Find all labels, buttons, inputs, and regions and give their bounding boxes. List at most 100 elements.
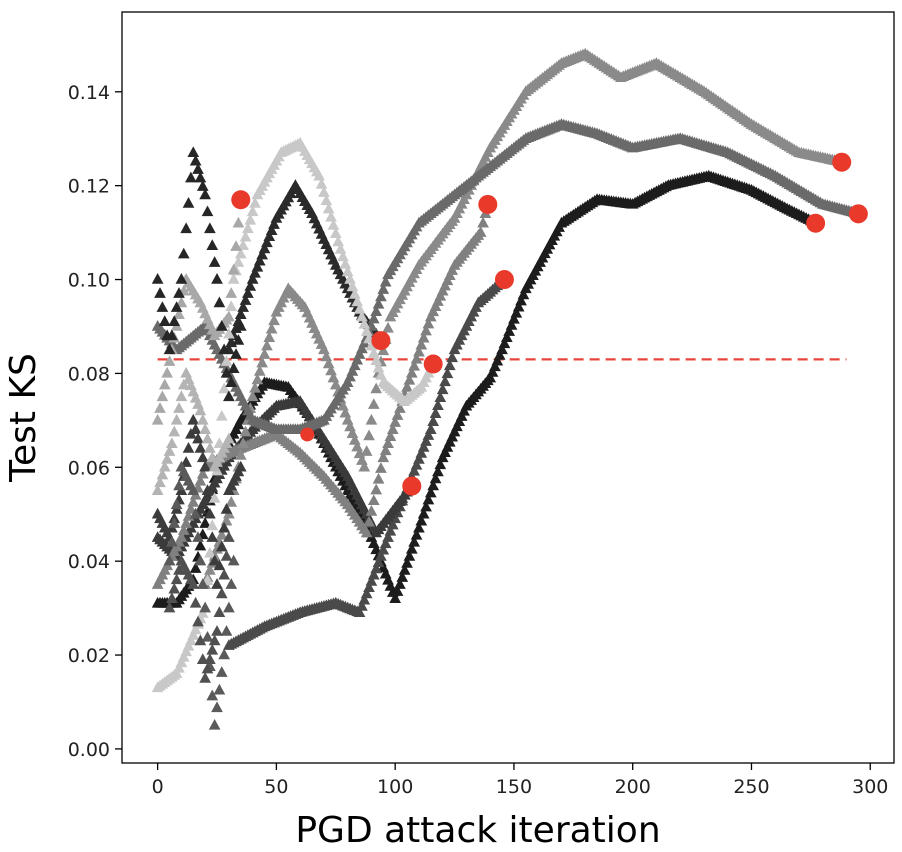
highlight-point-5 [478,194,498,214]
series-point [386,518,399,530]
series-point [232,334,245,345]
series-point [353,303,366,314]
series-point [168,425,181,437]
series-point [429,407,442,419]
series-point [427,479,440,491]
series-point [344,370,356,382]
series-point [382,437,394,449]
series-point [225,578,238,589]
series-point [377,451,390,463]
series-point [441,367,454,379]
series-point [180,517,192,528]
series-point [351,295,364,307]
series-point [367,568,380,580]
series-point [367,312,380,324]
series-point [204,222,216,234]
series-point [365,413,378,425]
series-point [170,301,183,312]
series-point [237,301,249,312]
series-point [370,382,383,394]
series-point [356,600,368,611]
series-point [180,645,192,657]
series-point [187,146,200,158]
series-point [360,325,373,336]
series-point [493,349,506,360]
series-point [208,492,221,503]
series-point [363,581,375,592]
series-point [192,163,204,174]
series-point [218,382,230,394]
series-point [206,643,219,655]
series-point [196,180,209,191]
y-tick-label: 0.04 [68,551,110,573]
series-point [173,308,185,319]
series-14 [163,531,235,683]
series-point [194,171,207,183]
series-point [166,437,178,449]
series-point [375,369,387,380]
x-tick-label: 0 [152,776,164,798]
series-point [251,260,264,272]
series-point [187,578,200,589]
series-point [196,467,209,479]
series-point [249,197,261,208]
series-point [365,339,378,351]
series-point [417,331,430,343]
series-point [322,202,335,214]
series-point [161,452,173,464]
series-point [360,445,373,456]
series-point [365,505,378,516]
series-point [375,549,387,561]
series-point [365,575,378,586]
series-point [187,628,200,640]
series-point [180,222,192,234]
plot-frame [121,11,895,764]
series-point [420,324,432,336]
series-point [318,186,330,197]
series-point [223,432,235,444]
series-point [356,342,368,354]
series-point [339,406,352,418]
series-point [151,413,164,425]
series-point [348,359,361,371]
y-axis-title: Test KS [3,353,44,483]
series-point [253,254,266,266]
series-point [225,287,238,298]
series-point [204,442,216,453]
series-point [204,564,216,575]
series-point [370,354,383,366]
series-point [215,587,228,599]
series-point [177,378,190,390]
series-point [491,354,504,366]
series-point [379,444,392,456]
series-point [220,355,233,366]
series-point [220,549,233,561]
series-point [187,495,200,507]
series-point [432,465,444,477]
series-point [256,356,268,368]
highlight-point-1 [806,213,826,233]
series-point [500,331,513,342]
series-point [201,662,214,674]
series-point [372,361,385,373]
series-point [410,528,423,540]
x-axis-title: PGD attack iteration [295,810,660,851]
series-point [384,430,397,442]
series-point [474,226,487,237]
series-point [166,329,178,341]
series-point [182,197,195,208]
series-point [434,458,447,470]
series-point [232,216,245,228]
series-point [173,287,185,298]
series-point [443,359,456,371]
series-point [234,449,247,460]
series-point [246,273,259,284]
series-point [189,562,202,573]
y-tick-label: 0.00 [68,739,110,761]
highlight-point-2 [494,270,514,290]
series-point [211,273,223,284]
series-point [408,535,421,547]
series-point [166,535,178,547]
series-point [325,210,337,222]
series-point [489,360,501,372]
